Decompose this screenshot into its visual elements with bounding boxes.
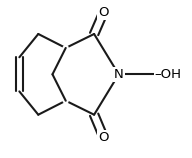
Text: O: O [98,6,109,19]
Text: O: O [98,131,109,144]
Text: –OH: –OH [155,68,182,81]
Text: N: N [114,68,124,81]
